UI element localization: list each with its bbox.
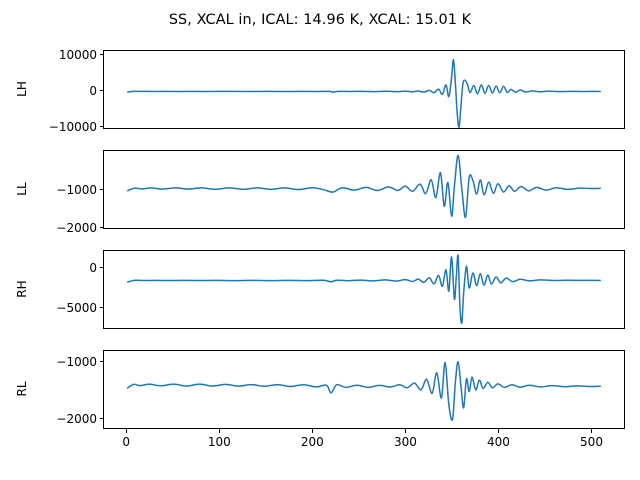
xtick-label-0: 0: [122, 435, 131, 449]
subplot-ll-plot-area: [104, 151, 624, 228]
figure-title: SS, XCAL in, ICAL: 14.96 K, XCAL: 15.01 …: [168, 12, 472, 28]
ytick-label-lh-1: 0: [89, 83, 97, 98]
ytick-label-rh-0: 0: [89, 260, 97, 275]
xtick-mark-0: [125, 429, 127, 433]
subplot-rh-plot-area: [104, 251, 624, 328]
subplot-rl: [103, 350, 625, 429]
ytick-mark-lh-0: [99, 54, 103, 56]
xtick-label-5: 500: [580, 435, 603, 449]
ytick-mark-ll-1: [99, 227, 103, 229]
ytick-label-rl-0: −1000: [56, 354, 97, 369]
ytick-mark-rl-1: [99, 418, 103, 420]
subplot-rh: [103, 250, 625, 329]
subplot-rl-plot-area: [104, 351, 624, 428]
rh-waveform-line: [127, 255, 601, 323]
rl-waveform-svg: [104, 351, 624, 428]
ytick-mark-lh-1: [99, 90, 103, 92]
xtick-mark-3: [404, 429, 406, 433]
ytick-mark-ll-0: [99, 189, 103, 191]
ytick-label-lh-2: −10000: [48, 119, 97, 134]
lh-waveform-line: [127, 60, 601, 128]
xtick-label-3: 300: [393, 435, 417, 449]
ytick-label-ll-0: −1000: [56, 182, 97, 197]
subplot-lh-plot-area: [104, 51, 624, 128]
xtick-label-1: 100: [207, 435, 231, 449]
subplot-ll: [103, 150, 625, 229]
subplot-lh: [103, 50, 625, 129]
ytick-mark-rh-1: [99, 307, 103, 309]
rh-waveform-svg: [104, 251, 624, 328]
xtick-mark-4: [497, 429, 500, 433]
ll-waveform-line: [127, 155, 601, 217]
ytick-mark-lh-2: [99, 126, 103, 128]
ll-waveform-svg: [104, 151, 624, 228]
xtick-label-4: 400: [487, 435, 510, 449]
ytick-label-rh-1: −5000: [56, 300, 97, 315]
ytick-mark-rl-0: [99, 361, 103, 363]
ytick-label-lh-0: 10000: [58, 47, 97, 62]
ytick-label-ll-1: −2000: [56, 220, 97, 235]
ylabel-rl: RL: [15, 381, 29, 397]
ytick-mark-rh-0: [99, 267, 103, 269]
ytick-label-rl-1: −2000: [56, 411, 97, 426]
xtick-mark-1: [218, 429, 220, 433]
lh-waveform-svg: [104, 51, 624, 128]
xtick-mark-2: [311, 429, 313, 433]
xtick-label-2: 200: [300, 435, 324, 449]
xtick-mark-5: [591, 429, 593, 433]
rl-waveform-line: [127, 362, 601, 421]
